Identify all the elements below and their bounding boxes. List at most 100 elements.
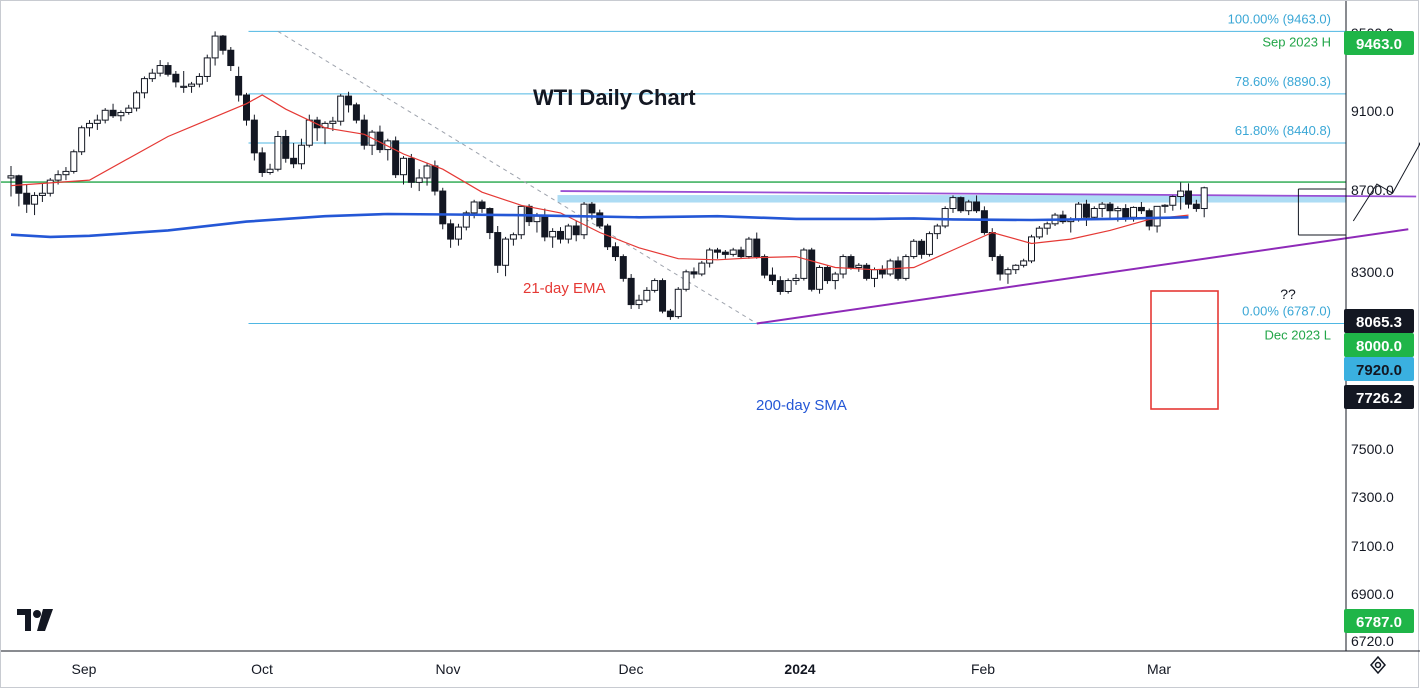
price-tag-label: 7920.0 bbox=[1356, 362, 1402, 379]
candle-body bbox=[352, 104, 360, 121]
candle-body bbox=[988, 232, 996, 258]
candle-body bbox=[666, 310, 674, 318]
candle-body bbox=[337, 95, 345, 122]
candle-body bbox=[46, 179, 54, 194]
candle-body bbox=[392, 140, 400, 176]
candle-body bbox=[698, 262, 706, 275]
candle-body bbox=[62, 170, 70, 176]
y-tick-label: 9100.0 bbox=[1351, 103, 1394, 119]
price-tag-label: 6787.0 bbox=[1356, 614, 1402, 631]
candle-body bbox=[148, 72, 156, 80]
x-tick-label: 2024 bbox=[784, 661, 815, 677]
candle-body bbox=[588, 203, 596, 214]
candle-body bbox=[431, 165, 439, 192]
chart-settings-icon[interactable] bbox=[1368, 655, 1388, 675]
candle-body bbox=[973, 201, 981, 212]
candle-body bbox=[297, 144, 305, 165]
candle-body bbox=[1122, 208, 1130, 218]
candle-body bbox=[70, 151, 78, 172]
candle-body bbox=[38, 192, 46, 196]
candle-body bbox=[549, 230, 557, 238]
y-tick-label: 6900.0 bbox=[1351, 586, 1394, 602]
candle-body bbox=[1114, 208, 1122, 212]
candle-body bbox=[93, 119, 101, 124]
candle-body bbox=[965, 201, 973, 212]
candle-body bbox=[557, 230, 564, 240]
sma200-line bbox=[10, 212, 1189, 239]
candle-body bbox=[478, 201, 486, 210]
candle-body bbox=[486, 208, 494, 234]
candle-body bbox=[305, 119, 313, 146]
candle-body bbox=[1090, 208, 1098, 218]
fib-level-label: 78.60% (8890.3) bbox=[1235, 74, 1331, 89]
candle-body bbox=[878, 269, 886, 275]
y-tick-label: 7100.0 bbox=[1351, 538, 1394, 554]
dec-low-label: Dec 2023 L bbox=[1265, 327, 1332, 342]
candle-body bbox=[235, 75, 243, 96]
candle-body bbox=[109, 109, 117, 117]
candle-body bbox=[360, 119, 368, 146]
price-tag-bg bbox=[1344, 357, 1414, 381]
candle-body bbox=[1043, 223, 1051, 229]
falling-resistance-trendline bbox=[560, 190, 1417, 198]
candle-body bbox=[1153, 205, 1161, 227]
fib-level-label: 0.00% (6787.0) bbox=[1242, 303, 1331, 318]
candle-body bbox=[792, 277, 800, 282]
fib-level-label: 100.00% (9463.0) bbox=[1228, 11, 1331, 26]
candle-body bbox=[494, 232, 502, 266]
candle-body bbox=[164, 65, 172, 75]
candle-body bbox=[1106, 203, 1114, 212]
candle-body bbox=[745, 238, 753, 258]
candle-body bbox=[1020, 260, 1028, 266]
price-tag-bg bbox=[1344, 309, 1414, 333]
sma-label: 200-day SMA bbox=[756, 397, 847, 414]
price-tag-label: 9463.0 bbox=[1356, 36, 1402, 53]
candle-body bbox=[454, 226, 462, 240]
price-tag: 6787.0 bbox=[1344, 609, 1414, 633]
candle-body bbox=[203, 57, 211, 77]
candle-body bbox=[690, 271, 698, 275]
candle-body bbox=[768, 274, 776, 282]
candle-body bbox=[839, 256, 847, 275]
price-tag-label: 8065.3 bbox=[1356, 314, 1402, 331]
price-tag-bg bbox=[1344, 31, 1414, 55]
candle-body bbox=[941, 208, 949, 227]
candle-body bbox=[863, 264, 871, 279]
candle-body bbox=[1035, 227, 1043, 238]
candle-body bbox=[714, 249, 721, 253]
candle-body bbox=[580, 203, 588, 236]
candle-body bbox=[1082, 203, 1090, 218]
candle-body bbox=[729, 249, 737, 255]
candle-body bbox=[86, 122, 93, 129]
candle-body bbox=[894, 260, 902, 279]
candle-body bbox=[211, 35, 219, 59]
candle-body bbox=[1130, 206, 1138, 218]
tradingview-logo-icon bbox=[17, 609, 55, 638]
candle-body bbox=[871, 269, 878, 279]
price-tag-bg bbox=[1344, 385, 1414, 409]
candle-body bbox=[133, 92, 141, 109]
candle-body bbox=[140, 78, 148, 94]
x-tick-label: Oct bbox=[251, 661, 273, 677]
candle-body bbox=[800, 249, 808, 279]
candle-body bbox=[156, 65, 164, 74]
candle-body bbox=[808, 249, 816, 290]
candle-body bbox=[470, 201, 478, 214]
candle-body bbox=[78, 127, 86, 153]
candle-body bbox=[541, 215, 549, 238]
candle-body bbox=[282, 135, 290, 159]
y-tick-label: 7500.0 bbox=[1351, 441, 1394, 457]
candle-body bbox=[706, 249, 714, 264]
candle-body bbox=[823, 266, 831, 282]
candle-body bbox=[219, 35, 227, 51]
candle-body bbox=[564, 225, 572, 240]
price-tag: 8065.3 bbox=[1344, 309, 1414, 333]
candle-body bbox=[258, 152, 266, 174]
candle-body bbox=[596, 212, 604, 227]
sep-high-label: Sep 2023 H bbox=[1262, 34, 1331, 49]
candle-body bbox=[1161, 204, 1169, 207]
candle-body bbox=[502, 238, 510, 266]
candle-body bbox=[737, 249, 745, 258]
price-tag: 7920.0 bbox=[1344, 357, 1414, 381]
